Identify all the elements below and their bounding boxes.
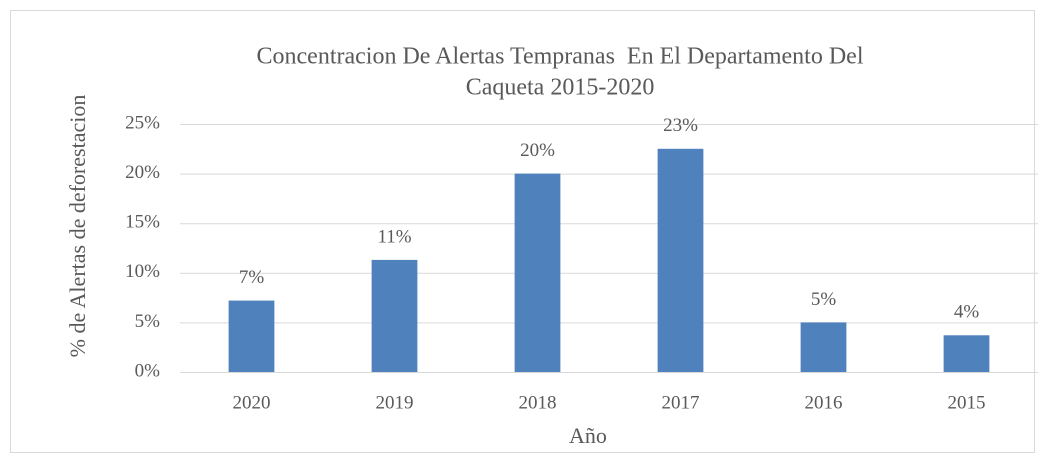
x-axis-label: Año	[569, 423, 607, 448]
bar	[943, 335, 990, 372]
x-tick-label: 2018	[519, 392, 557, 413]
y-tick-label: 15%	[125, 212, 160, 233]
data-label: 4%	[954, 302, 980, 323]
y-tick-label: 25%	[125, 112, 160, 133]
y-tick-label: 20%	[125, 162, 160, 183]
bar	[514, 173, 561, 372]
y-tick-label: 10%	[125, 261, 160, 282]
y-tick-label: 5%	[135, 311, 161, 332]
chart-title: Concentracion De Alertas Tempranas En El…	[257, 44, 864, 70]
y-tick-label: 0%	[135, 360, 161, 381]
data-label: 20%	[520, 140, 555, 161]
bar	[657, 148, 704, 372]
x-tick-label: 2017	[662, 392, 700, 413]
x-tick-label: 2015	[948, 392, 986, 413]
data-label: 23%	[663, 115, 698, 136]
x-tick-label: 2019	[376, 392, 414, 413]
data-label: 5%	[811, 289, 837, 310]
chart-title: Caqueta 2015-2020	[466, 75, 655, 101]
bar	[228, 300, 275, 372]
y-axis-label: % de Alertas de deforestacion	[65, 95, 90, 358]
bar	[800, 322, 847, 372]
x-tick-label: 2016	[805, 392, 843, 413]
data-label: 7%	[239, 267, 265, 288]
data-label: 11%	[377, 226, 411, 247]
x-tick-label: 2020	[233, 392, 271, 413]
bar	[371, 259, 418, 372]
